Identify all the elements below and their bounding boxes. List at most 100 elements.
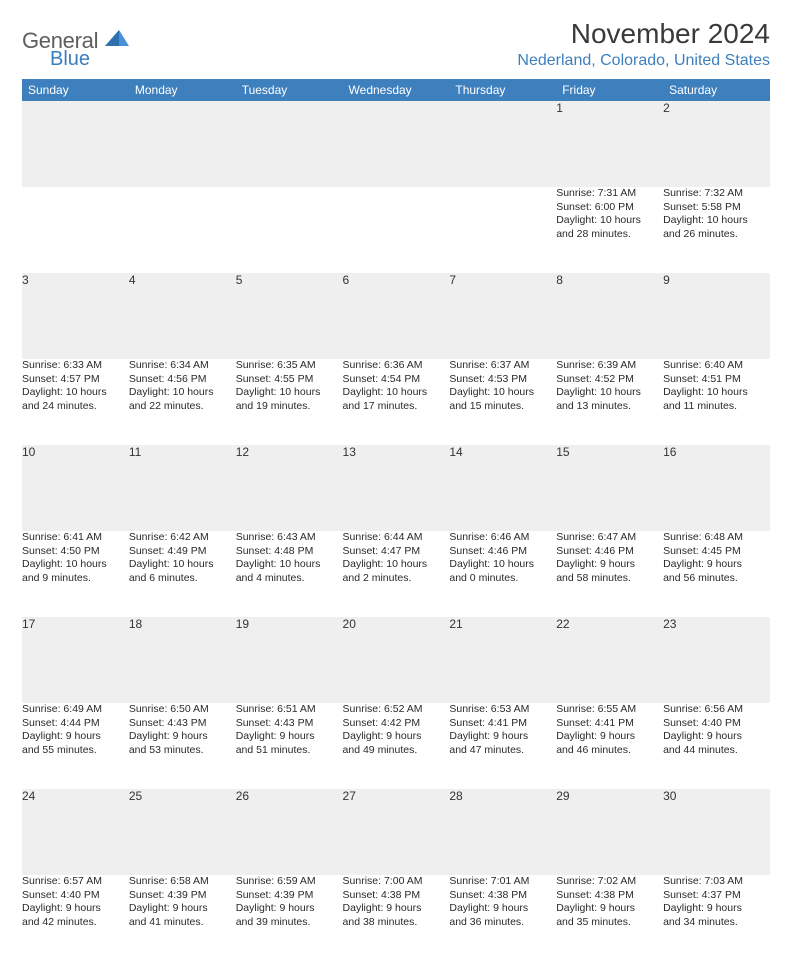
day-number-cell: 5 xyxy=(236,273,343,359)
daylight1-text: Daylight: 9 hours xyxy=(343,902,450,916)
weekday-col: Saturday xyxy=(663,79,770,101)
sunset-text: Sunset: 4:46 PM xyxy=(556,545,663,559)
day-content-cell: Sunrise: 7:32 AMSunset: 5:58 PMDaylight:… xyxy=(663,187,770,273)
daylight1-text: Daylight: 10 hours xyxy=(556,214,663,228)
daylight1-text: Daylight: 10 hours xyxy=(129,386,236,400)
day-content-cell xyxy=(449,187,556,273)
daynum-row: 17181920212223 xyxy=(22,617,770,703)
daylight1-text: Daylight: 9 hours xyxy=(663,902,770,916)
daylight2-text: and 56 minutes. xyxy=(663,572,770,586)
day-content-cell: Sunrise: 6:41 AMSunset: 4:50 PMDaylight:… xyxy=(22,531,129,617)
day-number-cell: 18 xyxy=(129,617,236,703)
day-number-cell: 16 xyxy=(663,445,770,531)
sunset-text: Sunset: 4:38 PM xyxy=(449,889,556,903)
sunset-text: Sunset: 4:46 PM xyxy=(449,545,556,559)
sunset-text: Sunset: 4:44 PM xyxy=(22,717,129,731)
daylight1-text: Daylight: 9 hours xyxy=(556,730,663,744)
sunrise-text: Sunrise: 6:59 AM xyxy=(236,875,343,889)
day-content-cell xyxy=(343,187,450,273)
day-number-cell: 24 xyxy=(22,789,129,875)
daylight1-text: Daylight: 9 hours xyxy=(22,730,129,744)
day-number-cell: 2 xyxy=(663,101,770,187)
daylight1-text: Daylight: 9 hours xyxy=(129,730,236,744)
daylight1-text: Daylight: 10 hours xyxy=(663,214,770,228)
day-content-cell: Sunrise: 6:57 AMSunset: 4:40 PMDaylight:… xyxy=(22,875,129,961)
sunset-text: Sunset: 4:41 PM xyxy=(449,717,556,731)
daylight2-text: and 42 minutes. xyxy=(22,916,129,930)
daylight1-text: Daylight: 10 hours xyxy=(22,558,129,572)
day-number-cell: 1 xyxy=(556,101,663,187)
daylight1-text: Daylight: 9 hours xyxy=(449,902,556,916)
day-number-cell: 23 xyxy=(663,617,770,703)
sunset-text: Sunset: 4:56 PM xyxy=(129,373,236,387)
day-number-cell: 6 xyxy=(343,273,450,359)
daylight1-text: Daylight: 9 hours xyxy=(22,902,129,916)
sunrise-text: Sunrise: 6:33 AM xyxy=(22,359,129,373)
sunset-text: Sunset: 4:52 PM xyxy=(556,373,663,387)
daylight2-text: and 36 minutes. xyxy=(449,916,556,930)
sunrise-text: Sunrise: 6:50 AM xyxy=(129,703,236,717)
sunrise-text: Sunrise: 6:34 AM xyxy=(129,359,236,373)
sunset-text: Sunset: 4:37 PM xyxy=(663,889,770,903)
daylight2-text: and 53 minutes. xyxy=(129,744,236,758)
day-number-cell: 19 xyxy=(236,617,343,703)
day-number-cell: 9 xyxy=(663,273,770,359)
daylight2-text: and 11 minutes. xyxy=(663,400,770,414)
daynum-row: 12 xyxy=(22,101,770,187)
day-content-cell: Sunrise: 6:37 AMSunset: 4:53 PMDaylight:… xyxy=(449,359,556,445)
sunset-text: Sunset: 5:58 PM xyxy=(663,201,770,215)
daylight2-text: and 22 minutes. xyxy=(129,400,236,414)
sunrise-text: Sunrise: 7:32 AM xyxy=(663,187,770,201)
day-number-cell: 3 xyxy=(22,273,129,359)
sunrise-text: Sunrise: 6:56 AM xyxy=(663,703,770,717)
sunset-text: Sunset: 4:42 PM xyxy=(343,717,450,731)
weekday-col: Wednesday xyxy=(343,79,450,101)
daynum-row: 3456789 xyxy=(22,273,770,359)
sunset-text: Sunset: 4:40 PM xyxy=(663,717,770,731)
month-year: November 2024 xyxy=(517,18,770,50)
day-content-cell: Sunrise: 6:56 AMSunset: 4:40 PMDaylight:… xyxy=(663,703,770,789)
day-content-cell xyxy=(129,187,236,273)
sunrise-text: Sunrise: 6:36 AM xyxy=(343,359,450,373)
weekday-header: Sunday Monday Tuesday Wednesday Thursday… xyxy=(22,79,770,101)
content-row: Sunrise: 7:31 AMSunset: 6:00 PMDaylight:… xyxy=(22,187,770,273)
daylight2-text: and 17 minutes. xyxy=(343,400,450,414)
daylight2-text: and 58 minutes. xyxy=(556,572,663,586)
day-number-cell: 14 xyxy=(449,445,556,531)
day-content-cell: Sunrise: 6:42 AMSunset: 4:49 PMDaylight:… xyxy=(129,531,236,617)
day-content-cell: Sunrise: 7:01 AMSunset: 4:38 PMDaylight:… xyxy=(449,875,556,961)
day-number-cell: 28 xyxy=(449,789,556,875)
daylight2-text: and 38 minutes. xyxy=(343,916,450,930)
day-content-cell: Sunrise: 6:53 AMSunset: 4:41 PMDaylight:… xyxy=(449,703,556,789)
sunset-text: Sunset: 4:45 PM xyxy=(663,545,770,559)
daylight1-text: Daylight: 9 hours xyxy=(129,902,236,916)
day-content-cell: Sunrise: 7:02 AMSunset: 4:38 PMDaylight:… xyxy=(556,875,663,961)
daylight2-text: and 15 minutes. xyxy=(449,400,556,414)
day-content-cell: Sunrise: 6:58 AMSunset: 4:39 PMDaylight:… xyxy=(129,875,236,961)
sunset-text: Sunset: 4:41 PM xyxy=(556,717,663,731)
daylight2-text: and 6 minutes. xyxy=(129,572,236,586)
sunset-text: Sunset: 4:48 PM xyxy=(236,545,343,559)
sunrise-text: Sunrise: 6:51 AM xyxy=(236,703,343,717)
content-row: Sunrise: 6:57 AMSunset: 4:40 PMDaylight:… xyxy=(22,875,770,961)
daylight2-text: and 41 minutes. xyxy=(129,916,236,930)
daylight2-text: and 51 minutes. xyxy=(236,744,343,758)
location: Nederland, Colorado, United States xyxy=(517,52,770,70)
day-content-cell: Sunrise: 6:48 AMSunset: 4:45 PMDaylight:… xyxy=(663,531,770,617)
day-content-cell: Sunrise: 6:36 AMSunset: 4:54 PMDaylight:… xyxy=(343,359,450,445)
day-content-cell: Sunrise: 7:00 AMSunset: 4:38 PMDaylight:… xyxy=(343,875,450,961)
calendar-table: Sunday Monday Tuesday Wednesday Thursday… xyxy=(22,79,770,961)
day-content-cell: Sunrise: 6:43 AMSunset: 4:48 PMDaylight:… xyxy=(236,531,343,617)
day-number-cell: 7 xyxy=(449,273,556,359)
daylight2-text: and 55 minutes. xyxy=(22,744,129,758)
daylight1-text: Daylight: 10 hours xyxy=(22,386,129,400)
day-content-cell xyxy=(236,187,343,273)
day-number-cell xyxy=(129,101,236,187)
day-content-cell: Sunrise: 6:59 AMSunset: 4:39 PMDaylight:… xyxy=(236,875,343,961)
day-content-cell: Sunrise: 6:34 AMSunset: 4:56 PMDaylight:… xyxy=(129,359,236,445)
sunset-text: Sunset: 4:39 PM xyxy=(129,889,236,903)
day-content-cell: Sunrise: 6:46 AMSunset: 4:46 PMDaylight:… xyxy=(449,531,556,617)
header: General Blue November 2024 Nederland, Co… xyxy=(22,18,770,71)
daylight2-text: and 0 minutes. xyxy=(449,572,556,586)
brand-text-block: General Blue xyxy=(22,28,131,71)
